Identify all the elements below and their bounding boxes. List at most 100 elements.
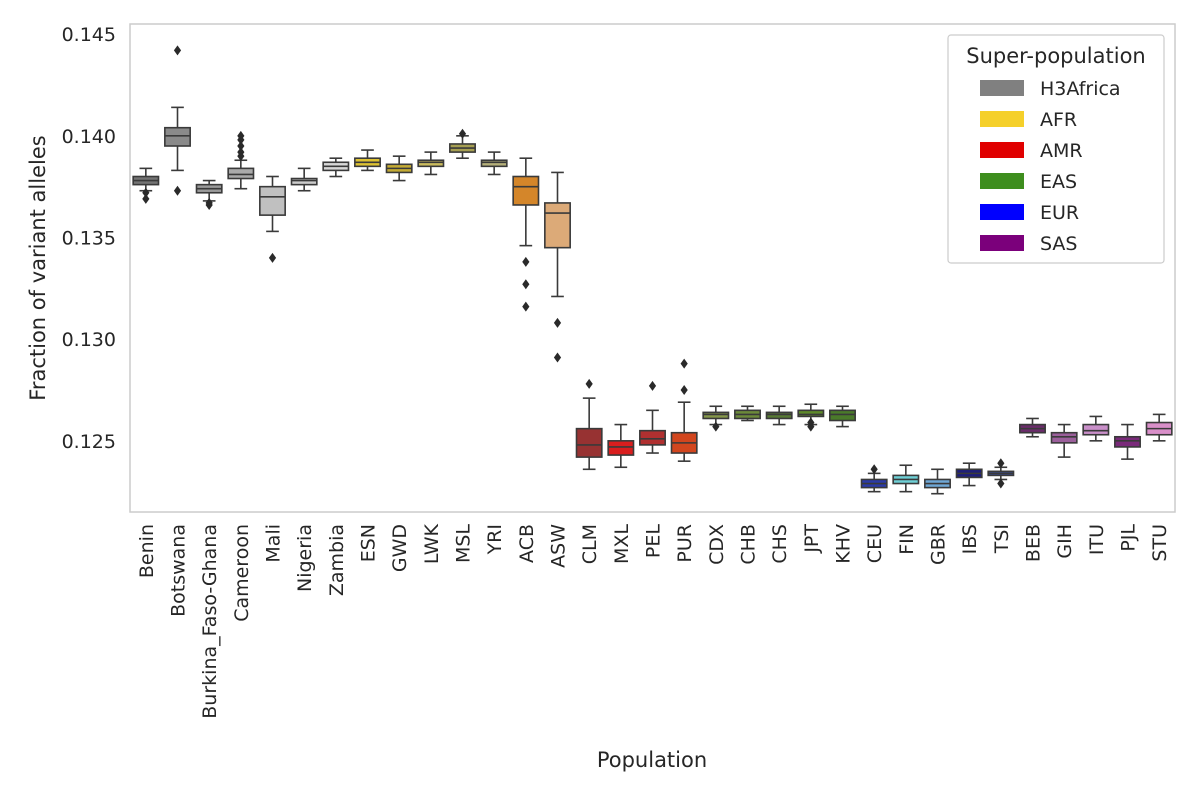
outlier-point (712, 421, 720, 432)
box-CDX (702, 405, 730, 432)
x-tick-label: Burkina_Faso-Ghana (199, 524, 221, 719)
x-tick-label: Zambia (326, 524, 348, 596)
y-axis: 0.125 0.130 0.135 0.140 0.145 (62, 24, 116, 453)
outlier-point (237, 130, 245, 141)
x-tick-label: FIN (896, 524, 918, 555)
outlier-point (807, 417, 815, 428)
outlier-point (522, 279, 530, 290)
box-Benin (132, 167, 160, 204)
x-tick-label: PEL (643, 524, 665, 558)
box-iqr (639, 429, 666, 446)
box-Cameroon (227, 130, 255, 190)
outlier-point (268, 252, 277, 263)
legend-label: H3Africa (1040, 78, 1121, 100)
box-KHV (829, 405, 856, 428)
legend-title: Super-population (966, 44, 1146, 68)
box-iqr (512, 175, 540, 206)
legend-label: EUR (1040, 202, 1079, 224)
outlier-point (997, 478, 1005, 489)
box-MXL (607, 423, 635, 469)
legend-swatch (980, 204, 1024, 220)
box-Mali (259, 175, 286, 263)
box-iqr (480, 159, 508, 168)
box-ASW (544, 171, 571, 363)
box-iqr (417, 159, 445, 168)
box-JPT (797, 403, 825, 432)
outlier-point (680, 358, 688, 369)
box-iqr (164, 126, 191, 147)
legend-label: EAS (1040, 171, 1077, 193)
box-Burkina_Faso-Ghana (195, 179, 223, 210)
box-iqr (544, 202, 571, 249)
legend-swatch (980, 173, 1024, 189)
legend-swatch (980, 142, 1024, 158)
legend: Super-population H3Africa AFR AMR EAS EUR SAS (947, 34, 1165, 264)
box-iqr (259, 185, 286, 216)
legend-label: SAS (1040, 233, 1077, 255)
box-CEU (860, 464, 888, 493)
x-tick-label: BEB (1023, 524, 1045, 562)
outlier-point (553, 352, 562, 363)
outlier-point (458, 128, 467, 139)
x-tick-label: LWK (421, 523, 443, 564)
outlier-point (205, 197, 213, 208)
box-IBS (955, 462, 983, 487)
box-STU (1145, 413, 1173, 442)
box-ACB (512, 157, 540, 312)
legend-label: AMR (1040, 140, 1083, 162)
x-tick-label: JPT (801, 524, 823, 554)
x-tick-label: CLM (579, 524, 601, 564)
outlier-point (142, 193, 150, 204)
box-Botswana (164, 45, 191, 196)
outlier-point (237, 147, 245, 158)
box-iqr (1114, 435, 1141, 448)
x-tick-label: GIH (1054, 524, 1076, 559)
box-GWD (385, 155, 413, 182)
x-tick-label: CEU (864, 524, 886, 563)
x-tick-label: ESN (358, 524, 380, 562)
x-tick-label: STU (1149, 524, 1171, 562)
box-BEB (1019, 417, 1046, 438)
y-tick-label: 0.145 (62, 24, 116, 46)
box-PEL (639, 380, 666, 454)
outlier-point (142, 187, 150, 198)
x-tick-label: Nigeria (294, 524, 316, 592)
box-TSI (987, 458, 1015, 489)
y-axis-label: Fraction of variant alleles (26, 135, 50, 400)
box-CHS (765, 405, 793, 426)
box-CHB (734, 405, 761, 422)
x-tick-label: Mali (263, 524, 285, 563)
outlier-point (173, 185, 182, 196)
legend-swatch (980, 80, 1024, 96)
box-YRI (480, 151, 508, 176)
outlier-point (680, 385, 688, 395)
box-ESN (354, 149, 381, 172)
box-iqr (607, 440, 635, 456)
legend-label: AFR (1040, 109, 1077, 131)
box-PUR (670, 358, 698, 462)
y-tick-label: 0.135 (62, 228, 116, 250)
box-iqr (797, 409, 825, 418)
box-Nigeria (290, 167, 318, 192)
x-tick-label: ASW (548, 524, 570, 568)
box-MSL (449, 128, 476, 159)
outlier-point (553, 317, 562, 328)
x-tick-label: IBS (959, 524, 981, 554)
x-axis: Benin Botswana Burkina_Faso-Ghana Cameroon M… (136, 523, 1171, 718)
x-tick-label: ITU (1086, 524, 1108, 555)
x-tick-label: Cameroon (231, 524, 253, 622)
box-PJL (1114, 423, 1141, 460)
x-tick-label: GBR (928, 524, 950, 565)
x-tick-label: Botswana (168, 524, 190, 617)
x-tick-label: CDX (706, 524, 728, 565)
y-tick-label: 0.130 (62, 329, 116, 351)
x-tick-label: GWD (389, 524, 411, 572)
x-axis-label: Population (597, 748, 707, 772)
y-tick-label: 0.125 (62, 431, 116, 453)
box-iqr (290, 177, 318, 186)
box-series (132, 45, 1173, 495)
x-tick-label: PUR (674, 524, 696, 563)
outlier-point (173, 45, 182, 56)
x-tick-label: MSL (453, 524, 475, 563)
